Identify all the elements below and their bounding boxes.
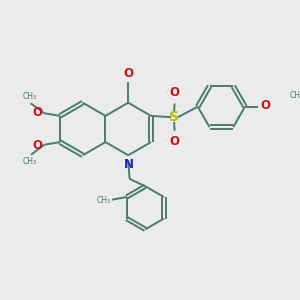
- Text: CH₃: CH₃: [23, 157, 37, 166]
- Text: CH₃: CH₃: [22, 92, 37, 101]
- Text: CH₃: CH₃: [290, 91, 300, 100]
- Text: O: O: [169, 135, 180, 148]
- Text: O: O: [33, 106, 43, 119]
- Text: CH₃: CH₃: [97, 196, 111, 205]
- Text: N: N: [124, 158, 134, 171]
- Text: O: O: [260, 99, 270, 112]
- Text: O: O: [169, 86, 180, 99]
- Text: O: O: [33, 139, 43, 152]
- Text: S: S: [169, 110, 179, 124]
- Text: O: O: [123, 67, 133, 80]
